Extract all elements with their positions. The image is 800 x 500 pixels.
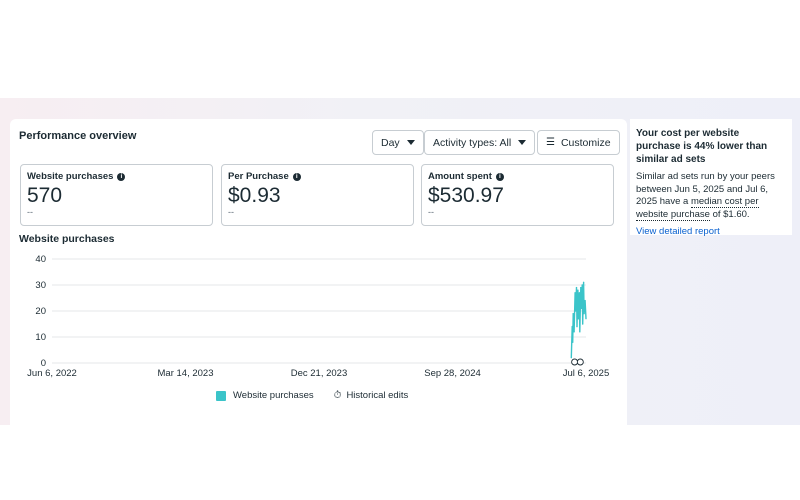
data-point [582, 323, 584, 325]
metric-card-per-purchase[interactable]: Per Purchase i $0.93 -- [221, 164, 414, 226]
data-point [581, 284, 583, 286]
x-tick-label: Dec 21, 2023 [291, 368, 348, 379]
legend-label-website-purchases[interactable]: Website purchases [233, 390, 314, 401]
chevron-down-icon [406, 140, 415, 145]
data-point [573, 331, 575, 333]
y-tick-label: 0 [41, 358, 46, 369]
data-point [579, 331, 581, 333]
x-tick-label: Jul 6, 2025 [563, 368, 609, 379]
metric-label-row: Amount spent i [428, 171, 607, 182]
median-cost-term[interactable]: median cost per website purchase [636, 196, 759, 221]
metric-label: Website purchases [27, 171, 114, 182]
data-point [585, 318, 587, 320]
y-tick-label: 20 [35, 306, 46, 317]
info-icon[interactable]: i [495, 172, 504, 181]
info-icon[interactable]: i [292, 172, 301, 181]
customize-label: Customize [560, 136, 611, 149]
chevron-down-icon [518, 140, 527, 145]
legend-label-historical-edits[interactable]: Historical edits [346, 390, 409, 401]
data-point [575, 287, 578, 289]
data-point [583, 313, 585, 315]
series-line-website-purchases[interactable] [570, 281, 587, 358]
customize-button[interactable]: ☰ Customize [537, 130, 620, 155]
data-point [580, 287, 582, 289]
view-detailed-report-link[interactable]: View detailed report [636, 226, 720, 237]
data-point [584, 300, 586, 302]
y-tick-label: 30 [35, 280, 46, 291]
data-point [580, 307, 582, 309]
x-tick-label: Jun 6, 2022 [27, 368, 77, 379]
metric-card-website-purchases[interactable]: Website purchases i 570 -- [20, 164, 213, 226]
metric-delta: -- [27, 207, 33, 217]
data-point [574, 292, 576, 294]
day-dropdown-label: Day [381, 136, 400, 149]
panel-title: Performance overview [19, 130, 137, 142]
metric-delta: -- [428, 207, 434, 217]
info-icon[interactable]: i [117, 172, 126, 181]
website-purchases-chart[interactable]: 0 10 20 30 40 Jun 6, 2022 Mar 14, 2023 Dec 21, … [10, 249, 627, 384]
metric-value: 570 [27, 184, 63, 207]
data-point [574, 310, 577, 312]
metric-label: Amount spent [428, 171, 492, 182]
metric-label-row: Per Purchase i [228, 171, 407, 182]
data-point [583, 281, 585, 283]
metric-card-amount-spent[interactable]: Amount spent i $530.97 -- [421, 164, 614, 226]
day-dropdown[interactable]: Day [372, 130, 424, 155]
history-icon: ⏱ [333, 390, 342, 401]
insight-body-suffix: of $1.60. [709, 208, 750, 220]
chart-legend: Website purchases ⏱ Historical edits [216, 390, 408, 401]
metric-value: $0.93 [228, 184, 281, 207]
customize-icon: ☰ [546, 136, 555, 148]
y-tick-label: 10 [35, 332, 46, 343]
data-point [578, 292, 580, 294]
insight-body-prefix: Similar ad sets run by your peers betwee… [636, 171, 775, 207]
data-point [571, 326, 573, 328]
data-point [572, 313, 574, 315]
metric-label: Per Purchase [228, 171, 289, 182]
metric-delta: -- [228, 207, 234, 217]
x-tick-label: Mar 14, 2023 [158, 368, 214, 379]
historical-edit-marker[interactable] [576, 358, 584, 366]
activity-types-label: Activity types: All [433, 136, 512, 149]
data-point [577, 289, 579, 291]
data-point [572, 341, 574, 343]
activity-types-dropdown[interactable]: Activity types: All [424, 130, 536, 155]
data-point [577, 318, 580, 320]
x-tick-label: Sep 28, 2024 [424, 368, 481, 379]
performance-overview-panel: Performance overview Day Activity types:… [10, 119, 627, 425]
metric-label-row: Website purchases i [27, 171, 206, 182]
historical-edit-marker[interactable] [571, 358, 579, 366]
insight-title: Your cost per website purchase is 44% lo… [636, 128, 768, 165]
data-point [576, 326, 578, 328]
insight-body: Similar ad sets run by your peers betwee… [636, 171, 786, 221]
y-tick-label: 40 [35, 254, 46, 265]
chart-title: Website purchases [19, 233, 115, 245]
legend-swatch-website-purchases[interactable] [216, 390, 226, 401]
metric-value: $530.97 [428, 184, 504, 207]
cost-insight-card: Your cost per website purchase is 44% lo… [630, 119, 792, 237]
data-point [570, 357, 572, 359]
